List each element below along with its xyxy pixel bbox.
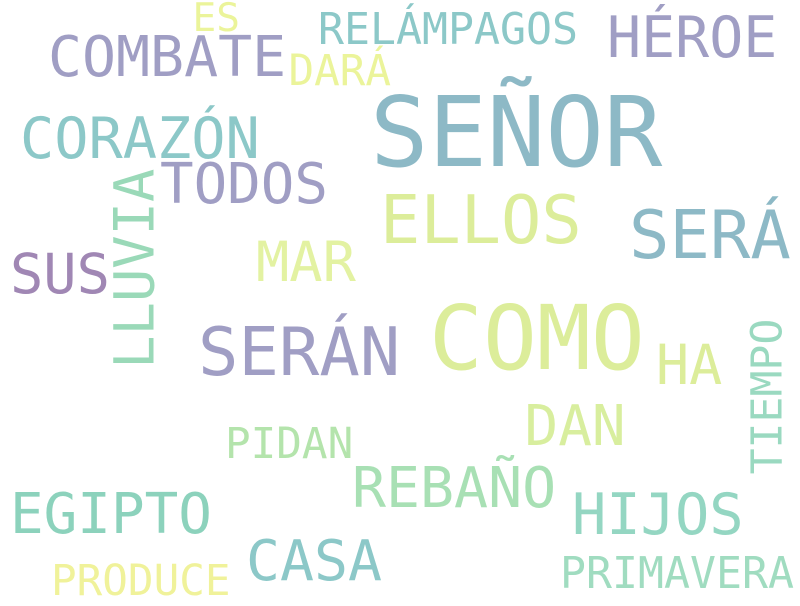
word-tiempo: TIEMPO [742, 318, 793, 474]
word-rebano: REBAÑO [352, 455, 557, 521]
word-seran: SERÁN [198, 312, 401, 391]
word-dara: DARÁ [288, 45, 392, 96]
word-relampagos: RELÁMPAGOS [318, 4, 579, 55]
word-ellos: ELLOS [380, 180, 582, 259]
word-heroe: HÉROE [607, 4, 778, 71]
word-dan: DAN [524, 394, 626, 459]
word-egipto: EGIPTO [10, 482, 212, 547]
word-como: COMO [429, 287, 645, 391]
word-produce: PRODUCE [51, 555, 231, 606]
word-pidan: PIDAN [225, 418, 354, 469]
word-todos: TODOS [160, 152, 328, 217]
word-lluvia: LLUVIA [103, 168, 168, 369]
word-ha: HA [656, 332, 723, 397]
word-corazon: CORAZÓN [20, 105, 260, 172]
word-primavera: PRIMAVERA [560, 548, 795, 599]
word-hijos: HIJOS [572, 481, 744, 548]
word-es: ES [192, 0, 240, 41]
word-sus: SUS [10, 242, 110, 307]
word-senor: SEÑOR [370, 75, 663, 189]
word-combate: COMBATE [48, 24, 287, 90]
word-casa: CASA [246, 528, 383, 594]
word-mar: MAR [256, 230, 356, 295]
word-sera: SERÁ [629, 195, 791, 274]
